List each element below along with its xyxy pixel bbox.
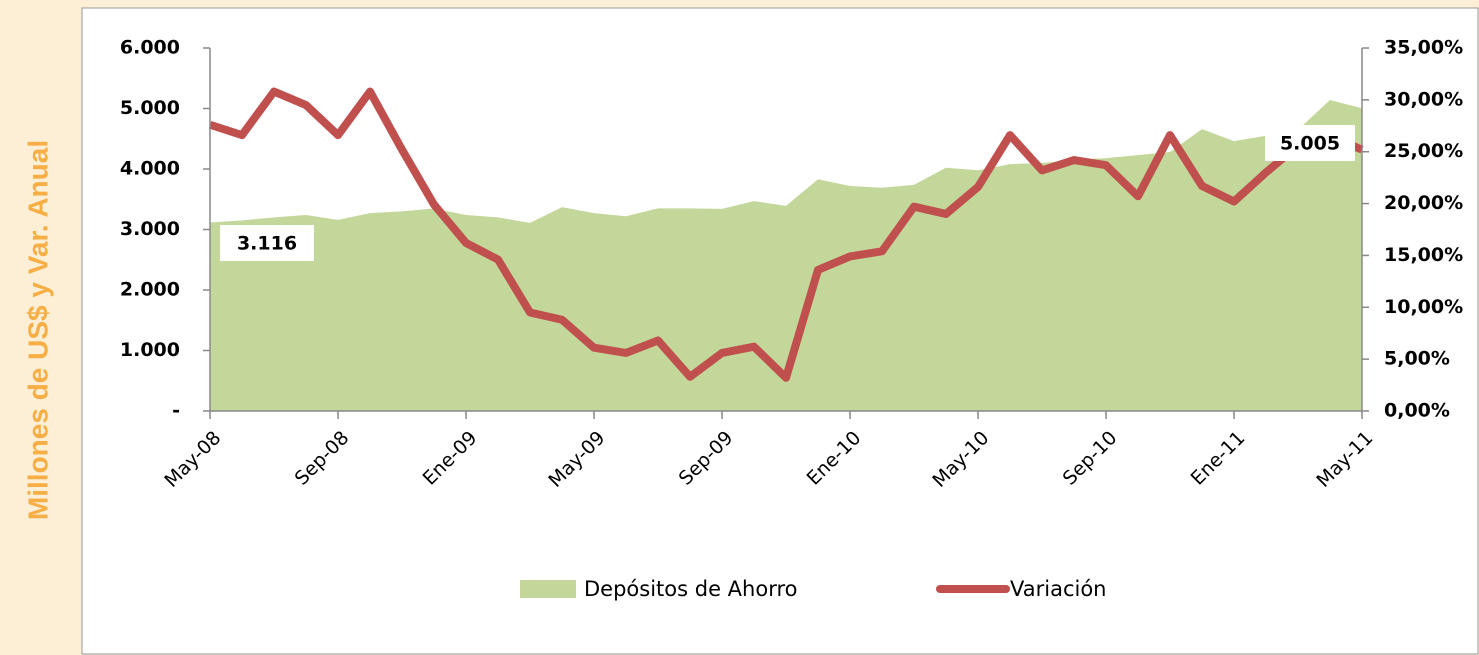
y2-tick-label: 10,00% xyxy=(1384,296,1463,318)
data-label-box xyxy=(1265,125,1355,161)
y-tick-label: 6.000 xyxy=(120,37,180,59)
y-tick-label: 3.000 xyxy=(120,218,180,240)
y-tick-label: 2.000 xyxy=(120,279,180,301)
legend-label: Variación xyxy=(1010,577,1106,601)
y2-tick-label: 30,00% xyxy=(1384,88,1463,110)
y2-tick-label: 35,00% xyxy=(1384,37,1463,59)
y-tick-label: 1.000 xyxy=(120,339,180,361)
y-tick-label: 5.000 xyxy=(120,97,180,119)
y-tick-label: - xyxy=(172,400,180,422)
y-tick-label: 4.000 xyxy=(120,158,180,180)
y2-tick-label: 5,00% xyxy=(1384,348,1450,370)
legend-label: Depósitos de Ahorro xyxy=(584,577,797,601)
line xyxy=(208,87,1364,382)
data-label: 5.005 xyxy=(1280,133,1340,155)
y2-tick-label: 15,00% xyxy=(1384,244,1463,266)
y2-tick-label: 0,00% xyxy=(1384,400,1450,422)
y-axis-label: Millones de US$ y Var. Anual xyxy=(22,140,53,520)
data-label-box xyxy=(220,225,314,261)
legend-swatch xyxy=(520,580,576,598)
y2-tick-label: 20,00% xyxy=(1384,192,1463,214)
y2-tick-label: 25,00% xyxy=(1384,140,1463,162)
area xyxy=(210,100,1362,411)
data-label: 3.116 xyxy=(237,233,297,255)
